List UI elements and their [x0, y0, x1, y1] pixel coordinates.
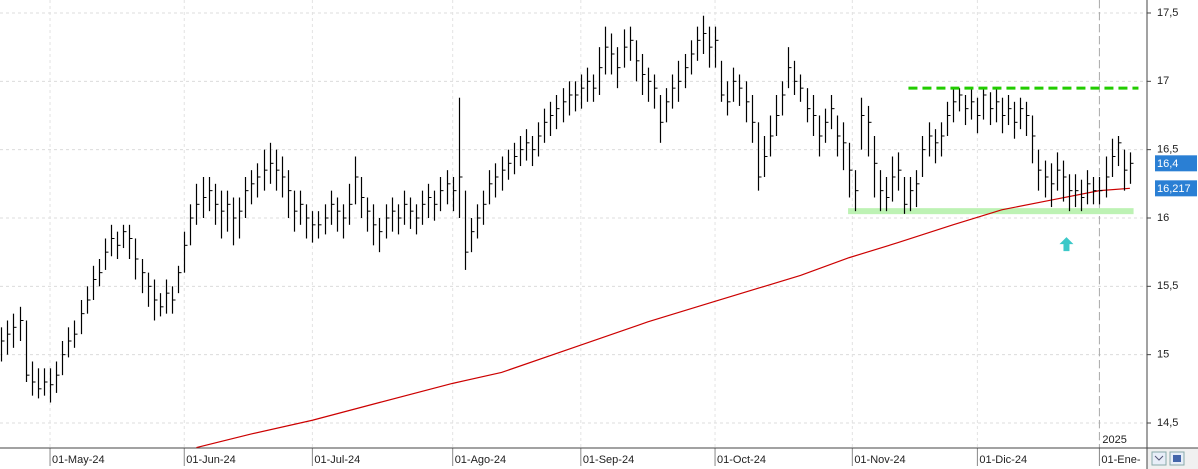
save-icon: [1173, 455, 1181, 462]
scroll-button[interactable]: [1151, 451, 1167, 466]
scroll-icon: [1154, 455, 1164, 461]
price-tag-label: 16,217: [1157, 183, 1191, 195]
x-tick-label: 01-May-24: [52, 454, 105, 466]
year-label: 2025: [1102, 434, 1126, 446]
moving-average: [196, 187, 1130, 449]
x-tick-label: 01-Nov-24: [854, 454, 905, 466]
x-tick-label: 01-Ene-: [1101, 454, 1140, 466]
y-tick-label: 14,5: [1157, 417, 1178, 429]
y-tick-label: 16,5: [1157, 144, 1178, 156]
x-tick-label: 01-Dic-24: [979, 454, 1027, 466]
x-tick-label: 01-Jul-24: [314, 454, 360, 466]
y-tick-label: 17,5: [1157, 7, 1178, 19]
x-tick-label: 01-Jun-24: [186, 454, 236, 466]
y-tick-label: 15,5: [1157, 280, 1178, 292]
support-band: [848, 208, 1134, 215]
y-tick-label: 16: [1157, 212, 1169, 224]
price-tag-label: 16,4: [1157, 158, 1178, 170]
signal-arrow: [1059, 237, 1074, 252]
x-tick-label: 01-Oct-24: [717, 454, 766, 466]
x-tick-label: 01-Ago-24: [455, 454, 506, 466]
price-tag: [1155, 180, 1197, 197]
y-tick-label: 17: [1157, 75, 1169, 87]
price-tag: [1155, 155, 1197, 172]
y-tick-label: 15: [1157, 349, 1169, 361]
x-tick-label: 01-Sep-24: [583, 454, 634, 466]
